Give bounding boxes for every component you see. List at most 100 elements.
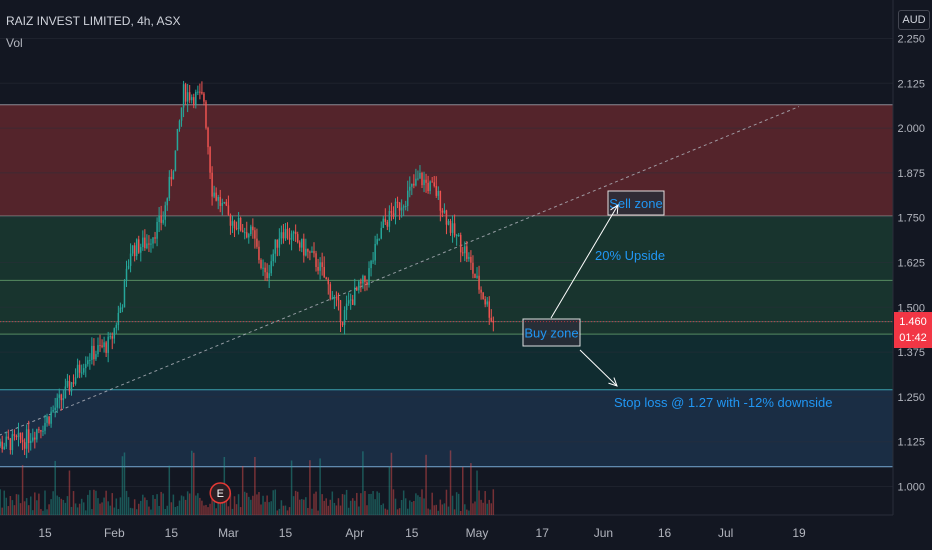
volume-bar	[429, 509, 431, 515]
x-tick-label: 19	[792, 526, 806, 540]
volume-bar	[201, 500, 203, 515]
candle-body	[235, 228, 238, 230]
candle-body	[382, 218, 385, 228]
y-tick-label: 1.375	[897, 347, 925, 359]
volume-bar	[268, 502, 270, 515]
candle-body	[484, 299, 486, 305]
volume-bar	[486, 503, 488, 515]
candle-body	[488, 301, 490, 318]
volume-bar	[25, 498, 28, 515]
upside-arrow-head	[610, 204, 619, 215]
candle-body	[270, 261, 272, 274]
volume-bar	[294, 490, 297, 515]
candle-body	[439, 190, 442, 211]
volume-bar	[241, 465, 244, 515]
volume-bar	[137, 503, 140, 515]
candle-body	[447, 220, 450, 225]
candle-body	[303, 238, 305, 256]
x-tick-label: 17	[536, 526, 550, 540]
volume-bar	[72, 491, 75, 515]
candle-body	[166, 198, 169, 206]
volume-bar	[231, 508, 234, 515]
volume-bar	[296, 491, 299, 515]
candle-body	[341, 321, 344, 326]
candle-body	[186, 92, 189, 102]
volume-bar	[219, 494, 222, 515]
stop-loss-label: Stop loss @ 1.27 with -12% downside	[614, 395, 832, 410]
candle-body	[46, 416, 48, 423]
volume-bar	[95, 490, 97, 515]
candle-body	[54, 407, 56, 411]
candle-body	[413, 183, 415, 186]
y-tick-label: 1.250	[897, 392, 925, 404]
volume-bar	[160, 491, 162, 515]
volume-bar	[182, 496, 185, 515]
candle-body	[451, 223, 454, 233]
volume-bar	[121, 456, 124, 515]
candle-body	[21, 439, 24, 443]
volume-bar	[186, 491, 189, 515]
volume-bar	[333, 502, 336, 515]
candle-body	[85, 364, 87, 369]
volume-bar	[13, 505, 16, 515]
volume-bar	[309, 460, 311, 515]
candle-body	[423, 179, 425, 186]
candle-body	[176, 129, 179, 151]
volume-bar	[404, 498, 407, 515]
volume-bar	[400, 500, 403, 515]
volume-bar	[358, 506, 360, 515]
volume-bar	[243, 491, 246, 515]
x-tick-label: Jul	[718, 526, 733, 540]
earnings-event-marker	[209, 482, 232, 504]
candle-body	[23, 442, 26, 449]
candle-body	[482, 292, 484, 300]
candle-body	[425, 179, 427, 183]
candle-body	[437, 190, 440, 196]
candle-body	[280, 232, 283, 239]
volume-bar	[282, 505, 285, 515]
candle-body	[400, 207, 403, 211]
candle-body	[5, 436, 8, 447]
volume-bar	[303, 499, 305, 515]
candle-body	[392, 213, 395, 217]
candle-body	[142, 237, 144, 248]
candle-body	[32, 437, 34, 441]
y-tick-label: 1.875	[897, 168, 925, 180]
candle-body	[250, 226, 252, 235]
currency-button[interactable]: AUD	[898, 10, 930, 30]
volume-bar	[329, 499, 332, 515]
candle-body	[417, 178, 419, 180]
volume-bar	[103, 497, 105, 515]
volume-bar	[286, 510, 289, 515]
candle-body	[254, 230, 256, 239]
sell-zone-band	[0, 104, 893, 216]
volume-bar	[331, 491, 334, 515]
volume-bar	[421, 489, 423, 515]
candle-body	[476, 275, 478, 278]
candle-body	[459, 235, 462, 253]
volume-bar	[317, 510, 319, 515]
candle-body	[298, 242, 301, 248]
candle-body	[380, 227, 382, 239]
volume-bar	[488, 499, 490, 515]
volume-bar	[356, 492, 358, 515]
volume-bar	[394, 498, 397, 515]
volume-bar	[449, 450, 452, 515]
candle-body	[327, 279, 330, 285]
candle-body	[56, 397, 58, 408]
candle-body	[472, 262, 474, 274]
volume-bar	[111, 493, 113, 515]
candle-body	[276, 239, 279, 248]
volume-bar	[256, 494, 258, 515]
volume-bar	[123, 452, 126, 515]
candle-body	[490, 317, 493, 321]
volume-bar	[349, 500, 352, 515]
x-tick-label: 15	[405, 526, 419, 540]
candle-body	[406, 190, 409, 206]
candle-body	[409, 186, 411, 191]
volume-bar	[199, 497, 201, 515]
candle-body	[44, 422, 46, 431]
candle-body	[174, 150, 177, 172]
volume-bar	[74, 503, 77, 515]
